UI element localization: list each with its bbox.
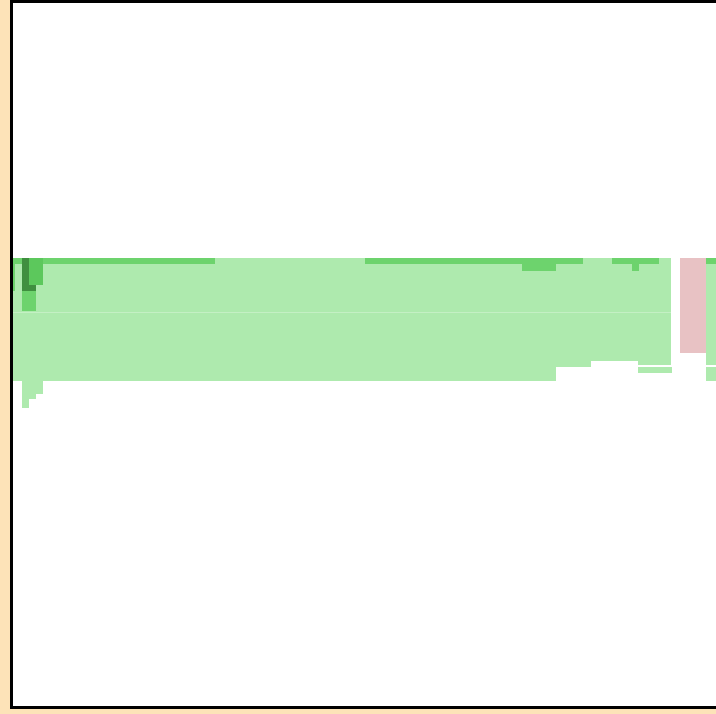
canvas-frame: [10, 0, 716, 709]
main-block: [13, 258, 556, 381]
left-tail-4: [36, 381, 43, 394]
heatmap-band: [13, 258, 716, 408]
top-strip-right-2: [632, 264, 639, 271]
pink-column: [680, 258, 706, 353]
edge-left: [13, 258, 15, 291]
far-right-top: [706, 258, 716, 264]
step-3: [638, 361, 671, 365]
left-tail-2: [22, 381, 29, 408]
separator-line: [13, 312, 671, 313]
step-1: [556, 361, 591, 367]
top-strip-mid: [365, 258, 583, 264]
top-strip-right: [612, 258, 659, 264]
far-right-bottom: [706, 367, 716, 381]
left-tail-3: [29, 381, 36, 399]
step-4: [638, 367, 672, 373]
right-block: [556, 258, 671, 361]
corner-mid: [29, 258, 43, 285]
top-strip-left: [13, 258, 215, 264]
top-strip-mid-2: [522, 264, 556, 271]
far-right-column: [706, 258, 716, 365]
step-2: [591, 354, 606, 361]
corner-mid-2: [22, 291, 36, 311]
